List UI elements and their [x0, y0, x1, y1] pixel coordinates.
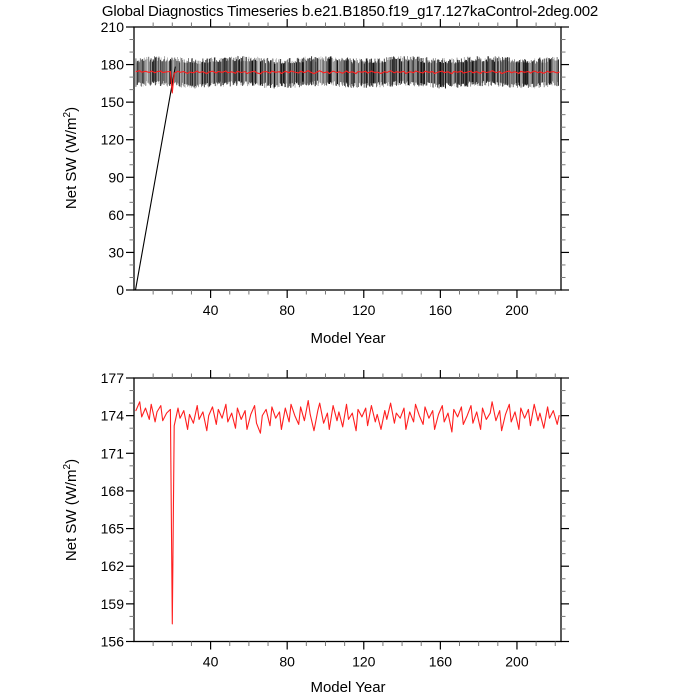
- y-axis-title-text: Net SW (W/m: [63, 117, 80, 210]
- tick-labels: 40 80 120 160 200 0 30 60 90 120 150 180 210: [101, 19, 529, 318]
- y-tick-label: 156: [101, 634, 125, 650]
- series-spinup-segment: [134, 66, 176, 291]
- panel-monthly-and-annual: 40 80 120 160 200 0 30 60 90 120 150 180 210: [101, 19, 569, 318]
- y-tick-label: 162: [101, 558, 125, 574]
- y-tick-label: 150: [101, 94, 125, 110]
- series-annual-mean-net-sw: [135, 400, 560, 625]
- x-axis-title-bottom: Model Year: [310, 679, 386, 696]
- plot-title: Global Diagnostics Timeseries b.e21.B185…: [101, 3, 599, 20]
- x-tick-label: 40: [203, 302, 219, 318]
- x-tick-label: 160: [429, 302, 453, 318]
- y-tick-label: 180: [101, 57, 125, 73]
- y-tick-label: 60: [108, 207, 124, 223]
- tick-labels: 40 80 120 160 200 156 159 162 165 168 171 174 177: [101, 370, 529, 670]
- y-tick-label: 177: [101, 370, 125, 386]
- x-tick-label: 80: [279, 302, 295, 318]
- series-monthly-mean-net-sw: [135, 55, 560, 89]
- series-annual-mean-net-sw: [135, 70, 560, 94]
- y-tick-label: 120: [101, 132, 125, 148]
- ticks: [126, 370, 569, 650]
- y-tick-label: 210: [101, 19, 125, 35]
- y-axis-title-top: Net SW (W/m2): [62, 107, 80, 209]
- y-tick-label: 90: [108, 169, 124, 185]
- y-tick-label: 165: [101, 521, 125, 537]
- x-tick-label: 200: [505, 654, 529, 670]
- y-tick-label: 0: [116, 282, 124, 298]
- x-tick-label: 80: [279, 654, 295, 670]
- y-axis-title-close: ): [63, 106, 80, 112]
- y-axis-title-bottom: Net SW (W/m2): [62, 459, 80, 561]
- y-tick-label: 174: [101, 408, 125, 424]
- x-tick-label: 120: [352, 654, 376, 670]
- y-tick-label: 171: [101, 445, 125, 461]
- y-axis-title-sup: 2: [62, 463, 73, 470]
- x-tick-label: 160: [429, 654, 453, 670]
- x-tick-label: 120: [352, 302, 376, 318]
- x-tick-label: 40: [203, 654, 219, 670]
- panel-annual-mean-zoom: 40 80 120 160 200 156 159 162 165 168 171 174 177: [101, 370, 569, 670]
- x-axis-title-top: Model Year: [310, 330, 386, 347]
- y-axis-title-close: ): [63, 458, 80, 464]
- x-tick-label: 200: [505, 302, 529, 318]
- y-axis-title-text: Net SW (W/m: [63, 469, 80, 562]
- plot-border: [133, 377, 562, 643]
- ticks: [126, 19, 569, 298]
- y-axis-title-sup: 2: [62, 111, 73, 118]
- minor-ticks: [129, 22, 566, 295]
- minor-ticks: [129, 373, 566, 646]
- y-tick-label: 159: [101, 596, 125, 612]
- y-tick-label: 168: [101, 483, 125, 499]
- plot-border: [133, 26, 562, 291]
- y-tick-label: 30: [108, 244, 124, 260]
